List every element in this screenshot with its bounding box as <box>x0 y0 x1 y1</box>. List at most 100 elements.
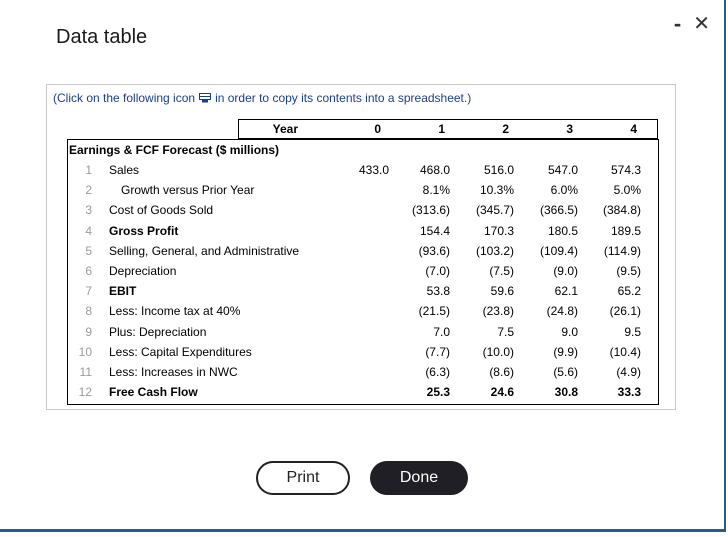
print-button[interactable]: Print <box>256 461 350 495</box>
table-cell: (6.3) <box>425 365 450 379</box>
row-label: Sales <box>109 163 140 177</box>
table-cell: (313.6) <box>411 203 450 218</box>
table-row: 11 Less: Increases in NWC (6.3) (8.6) (5.6) (… <box>68 362 658 382</box>
table-row: 3 Cost of Goods Sold (313.6) (345.7) (366.5)… <box>68 200 658 220</box>
table-cell: 5.0% <box>613 183 641 198</box>
table-row: 5 Selling, General, and Administrative (93… <box>68 241 658 261</box>
row-label: Less: Capital Expenditures <box>109 344 252 359</box>
row-number: 5 <box>85 243 92 258</box>
table-cell: (366.5) <box>539 203 578 218</box>
row-number: 3 <box>85 203 92 218</box>
row-label: EBIT <box>109 284 137 299</box>
table-cell: (7.0) <box>425 264 450 278</box>
data-table-panel: (Click on the following icon in order to… <box>46 84 676 410</box>
table-cell: (5.6) <box>553 365 578 379</box>
row-number: 8 <box>85 304 92 319</box>
close-icon[interactable]: ✕ <box>693 13 710 35</box>
row-label: Depreciation <box>109 264 177 278</box>
table-cell: 547.0 <box>547 163 578 177</box>
table-cell: 180.5 <box>547 223 578 238</box>
table-cell: 516.0 <box>483 163 514 177</box>
table-row: 8 Less: Income tax at 40% (21.5) (23.8) (24.… <box>68 301 658 321</box>
table-cell: (10.4) <box>609 344 641 359</box>
table-cell: (93.6) <box>418 243 450 258</box>
table-cell: (21.5) <box>418 304 450 319</box>
table-cell: 7.5 <box>497 324 514 339</box>
table-cell: (10.0) <box>482 344 514 359</box>
row-number: 1 <box>85 163 92 177</box>
table-cell: (24.8) <box>546 304 578 319</box>
header-border <box>238 119 658 139</box>
row-number: 11 <box>79 365 92 379</box>
table-cell: 7.0 <box>433 324 450 339</box>
table-row: 12 Free Cash Flow 25.3 24.6 30.8 33.3 <box>68 382 658 402</box>
dialog-title: Data table <box>56 26 148 48</box>
table-cell: 62.1 <box>554 284 578 299</box>
row-number: 4 <box>85 223 92 238</box>
year-header: Year <box>272 122 298 136</box>
table-cell: 6.0% <box>550 183 578 198</box>
table-cell: 433.0 <box>358 163 389 177</box>
table-cell: (103.2) <box>475 243 514 258</box>
table-cell: 154.4 <box>419 223 450 238</box>
table-cell: (8.6) <box>489 365 514 379</box>
year-column-header: 4 <box>630 122 637 136</box>
forecast-table: Year 0 1 2 3 4 Earnings & FCF Forecast (… <box>67 119 659 405</box>
table-cell: (384.8) <box>602 203 641 218</box>
table-cell: 53.8 <box>426 284 450 299</box>
copy-spreadsheet-icon[interactable] <box>199 93 212 103</box>
table-header: Year 0 1 2 3 4 <box>67 119 659 139</box>
row-number: 9 <box>85 324 92 339</box>
row-label: Less: Income tax at 40% <box>109 304 241 319</box>
table-row: 7 EBIT 53.8 59.6 62.1 65.2 <box>68 281 658 301</box>
table-cell: (7.7) <box>425 344 450 359</box>
table-row: 6 Depreciation (7.0) (7.5) (9.0) (9.5) <box>68 261 658 281</box>
table-row: 9 Plus: Depreciation 7.0 7.5 9.0 9.5 <box>68 322 658 342</box>
table-cell: (9.9) <box>553 344 578 359</box>
table-cell: 9.5 <box>624 324 641 339</box>
year-column-header: 2 <box>502 122 509 136</box>
row-number: 2 <box>85 183 92 198</box>
row-label: Free Cash Flow <box>109 385 198 400</box>
table-cell: (9.5) <box>616 264 641 278</box>
row-label: Cost of Goods Sold <box>109 203 214 218</box>
row-label: Less: Increases in NWC <box>109 365 238 379</box>
minimize-icon[interactable]: - <box>673 11 682 36</box>
row-label: Selling, General, and Administrative <box>109 243 300 258</box>
table-row: 10 Less: Capital Expenditures (7.7) (10.0) (… <box>68 342 658 362</box>
table-cell: (23.8) <box>482 304 514 319</box>
table-cell: 170.3 <box>483 223 514 238</box>
table-cell: (26.1) <box>609 304 641 319</box>
row-label: Plus: Depreciation <box>109 324 207 339</box>
year-column-header: 1 <box>438 122 445 136</box>
instruction-text-after: in order to copy its contents into a spr… <box>215 91 472 105</box>
table-cell: (345.7) <box>475 203 514 218</box>
table-cell: 468.0 <box>419 163 450 177</box>
row-number: 7 <box>85 284 92 299</box>
table-cell: 33.3 <box>617 385 641 400</box>
row-label: Gross Profit <box>109 223 179 238</box>
section-title: Earnings & FCF Forecast ($ millions) <box>69 143 280 157</box>
row-number: 6 <box>85 264 92 278</box>
table-cell: 25.3 <box>426 385 450 400</box>
table-row: 2 Growth versus Prior Year 8.1% 10.3% 6.0% 5.… <box>68 180 658 200</box>
table-cell: 65.2 <box>617 284 641 299</box>
table-body: Earnings & FCF Forecast ($ millions) 1 Sa… <box>67 139 659 405</box>
table-cell: (109.4) <box>539 243 578 258</box>
instruction-text-before: (Click on the following icon <box>53 91 196 105</box>
done-button[interactable]: Done <box>370 461 468 495</box>
table-cell: 189.5 <box>610 223 641 238</box>
table-row: 1 Sales 433.0 468.0 516.0 547.0 574.3 <box>68 160 658 180</box>
table-cell: (7.5) <box>489 264 514 278</box>
table-cell: 10.3% <box>479 183 514 198</box>
table-cell: (4.9) <box>616 365 641 379</box>
table-cell: 59.6 <box>490 284 514 299</box>
copy-instruction: (Click on the following icon in order to… <box>53 91 471 105</box>
table-cell: (114.9) <box>603 243 641 258</box>
table-cell: (9.0) <box>553 264 578 278</box>
row-number: 10 <box>78 344 92 359</box>
table-cell: 24.6 <box>490 385 514 400</box>
table-cell: 30.8 <box>554 385 578 400</box>
row-number: 12 <box>78 385 92 400</box>
